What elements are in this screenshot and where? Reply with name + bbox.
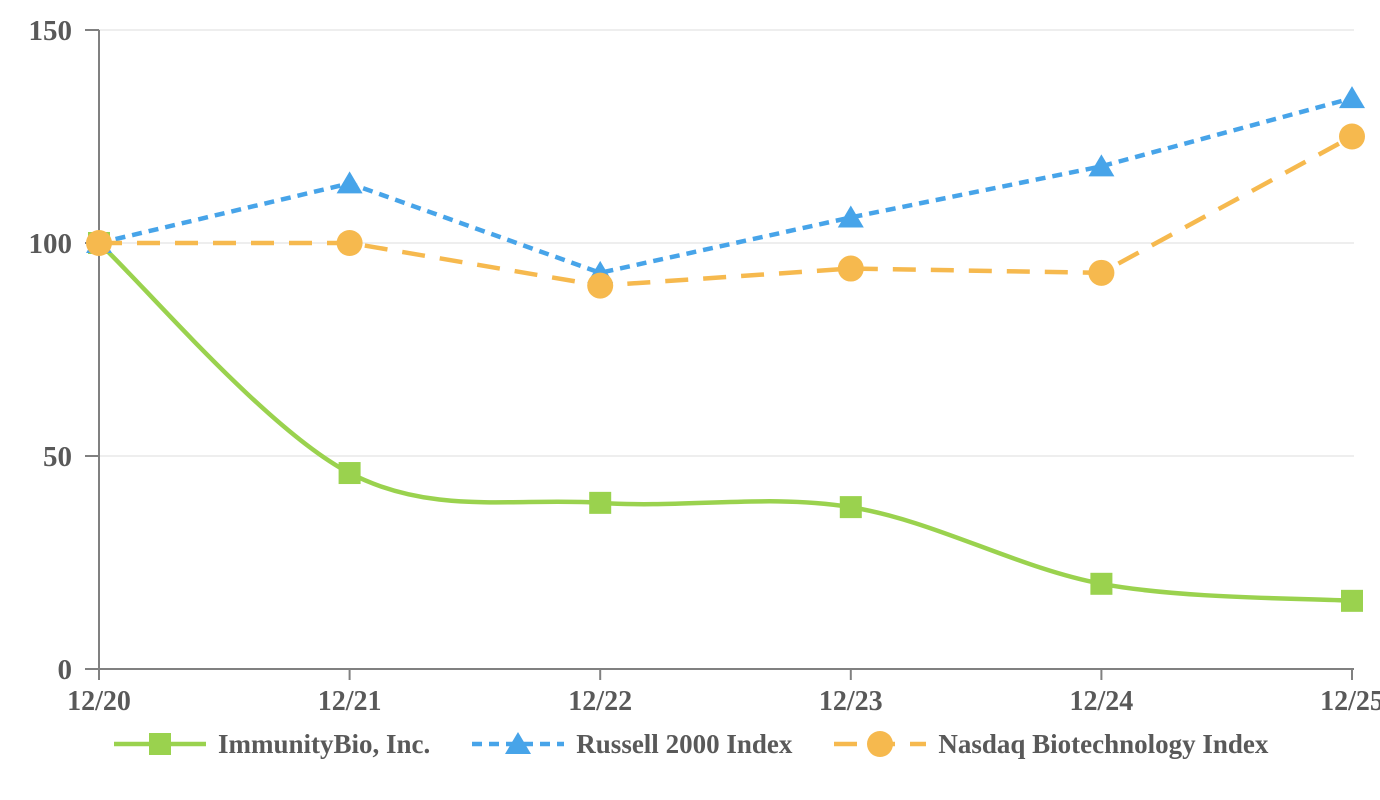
legend-label-nasdaq-biotech: Nasdaq Biotechnology Index [938,728,1269,759]
svg-text:12/23: 12/23 [819,686,883,712]
legend-entry-immunitybio: ImmunityBio, Inc. [112,728,430,760]
svg-text:150: 150 [29,15,73,47]
immunitybio-line-swatch-icon [114,733,206,755]
chart-legend: ImmunityBio, Inc. Russell 2000 Index Nas… [112,728,1380,760]
legend-entry-nasdaq-biotech: Nasdaq Biotechnology Index [832,728,1268,760]
svg-text:0: 0 [58,654,73,686]
nasdaq-biotech-line-swatch-icon [834,731,927,757]
legend-entry-russell-2000: Russell 2000 Index [470,728,792,760]
svg-text:50: 50 [43,441,72,473]
svg-text:12/20: 12/20 [67,686,131,712]
performance-line-plot: 0 50 100 150 12/20 12/21 12/22 12/23 12/24 12/25 [29,15,1380,712]
svg-text:12/22: 12/22 [568,686,632,712]
russell-2000-line-swatch-icon [472,732,565,754]
svg-text:12/24: 12/24 [1070,686,1134,712]
svg-text:100: 100 [29,228,73,260]
legend-label-russell-2000: Russell 2000 Index [576,728,793,759]
svg-text:12/25: 12/25 [1320,686,1380,712]
legend-label-immunitybio: ImmunityBio, Inc. [218,728,431,759]
svg-text:12/21: 12/21 [318,686,382,712]
